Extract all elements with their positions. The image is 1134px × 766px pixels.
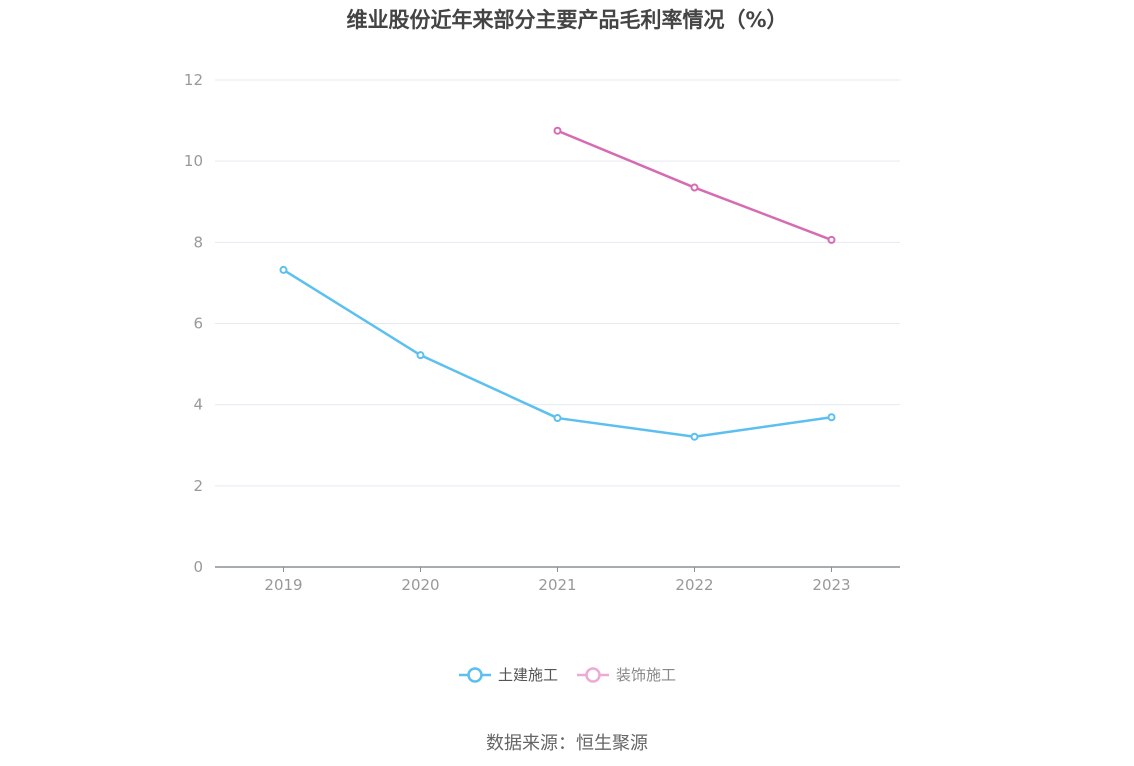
y-tick-label: 12 <box>184 71 203 89</box>
y-tick-label: 4 <box>193 396 203 414</box>
x-tick-label: 2021 <box>538 576 576 594</box>
chart-legend: 土建施工 装饰施工 <box>0 664 1134 685</box>
legend-label: 土建施工 <box>497 666 558 684</box>
y-tick-label: 8 <box>193 233 203 251</box>
data-point <box>690 183 699 192</box>
data-point <box>690 432 699 441</box>
legend-marker-icon <box>458 666 491 683</box>
data-point <box>827 235 836 244</box>
y-tick-label: 10 <box>184 152 203 170</box>
data-point <box>553 126 562 135</box>
data-source: 数据来源：恒生聚源 <box>486 733 648 754</box>
data-point <box>416 351 425 360</box>
legend-label: 装饰施工 <box>616 666 677 684</box>
legend-marker-icon <box>577 666 609 683</box>
legend-item-1[interactable]: 装饰施工 <box>576 664 676 685</box>
x-tick-label: 2020 <box>401 576 439 594</box>
series-line-0 <box>282 268 833 438</box>
chart-title: 维业股份近年来部分主要产品毛利率情况（%） <box>346 8 788 32</box>
y-tick-label: 2 <box>193 477 203 495</box>
x-tick-label: 2022 <box>675 576 713 594</box>
line-chart: 0 2 4 6 8 10 12 2019 2020 2021 2022 2023 <box>184 71 900 594</box>
y-tick-label: 6 <box>193 315 203 333</box>
data-point <box>279 265 288 274</box>
x-tick-label: 2019 <box>264 576 302 594</box>
data-point <box>553 414 562 423</box>
x-tick-label: 2023 <box>812 576 850 594</box>
legend-item-0[interactable]: 土建施工 <box>458 664 558 685</box>
y-tick-label: 0 <box>193 558 203 576</box>
data-point <box>827 413 836 422</box>
